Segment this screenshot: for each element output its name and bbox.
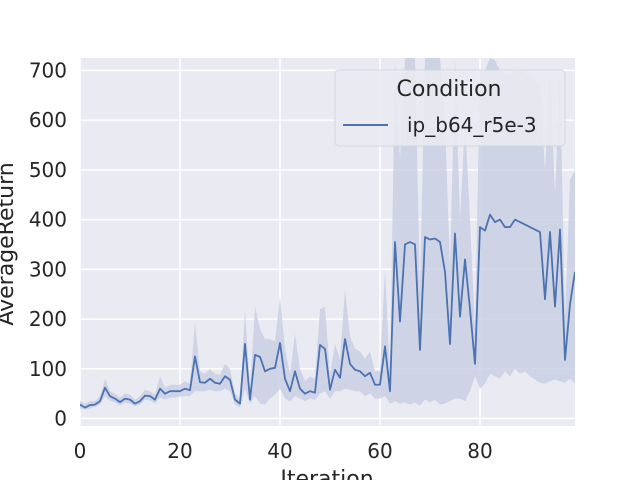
y-tick-label: 0	[54, 407, 67, 431]
y-tick-label: 200	[29, 307, 67, 331]
y-tick-label: 100	[29, 357, 67, 381]
series-line	[80, 213, 575, 409]
y-tick-label: 300	[29, 257, 67, 281]
y-tick-label: 600	[29, 108, 67, 132]
legend-box	[334, 69, 566, 147]
y-axis-label: AverageReturn	[0, 162, 19, 325]
series-line-ip_b64_r5e-3	[80, 213, 575, 409]
y-tick-label: 400	[29, 208, 67, 232]
y-tick-label: 500	[29, 158, 67, 182]
x-axis-label: Iteration	[280, 467, 373, 480]
x-tick-label: 80	[467, 439, 492, 463]
x-tick-label: 40	[267, 439, 292, 463]
x-tick-label: 20	[167, 439, 192, 463]
legend-title: Condition	[397, 77, 502, 102]
legend: Condition ip_b64_r5e-3	[334, 69, 566, 147]
x-tick-label: 60	[367, 439, 392, 463]
tick-labels: 0 20 40 60 80 0 100 200 300 400 500 600 700	[29, 58, 493, 463]
y-tick-label: 700	[29, 58, 67, 82]
x-tick-label: 0	[74, 439, 87, 463]
legend-item-label: ip_b64_r5e-3	[407, 113, 537, 137]
